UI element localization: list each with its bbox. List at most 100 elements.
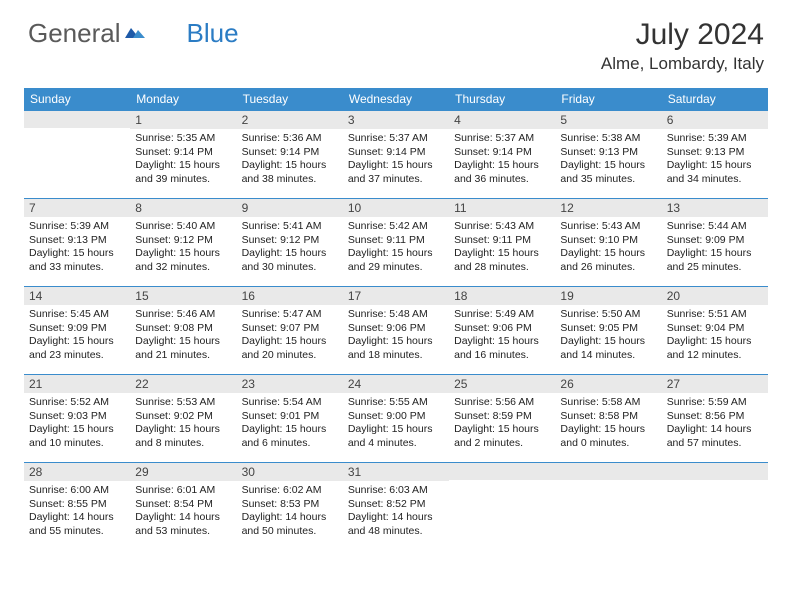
daylight-text: Daylight: 14 hours and 57 minutes.	[667, 423, 763, 450]
calendar-cell: 19Sunrise: 5:50 AMSunset: 9:05 PMDayligh…	[555, 286, 661, 374]
sunrise-text: Sunrise: 5:59 AM	[667, 396, 763, 410]
logo-text-general: General	[28, 18, 121, 49]
sunrise-text: Sunrise: 5:38 AM	[560, 132, 656, 146]
calendar-cell: 6Sunrise: 5:39 AMSunset: 9:13 PMDaylight…	[662, 110, 768, 198]
sunrise-text: Sunrise: 5:45 AM	[29, 308, 125, 322]
day-number: 14	[24, 286, 130, 305]
logo: General Blue	[28, 18, 239, 49]
day-number: 31	[343, 462, 449, 481]
day-number: 30	[237, 462, 343, 481]
calendar-cell: 13Sunrise: 5:44 AMSunset: 9:09 PMDayligh…	[662, 198, 768, 286]
calendar-cell: 21Sunrise: 5:52 AMSunset: 9:03 PMDayligh…	[24, 374, 130, 462]
day-number: 18	[449, 286, 555, 305]
sunrise-text: Sunrise: 5:41 AM	[242, 220, 338, 234]
daylight-text: Daylight: 15 hours and 4 minutes.	[348, 423, 444, 450]
day-content: Sunrise: 5:45 AMSunset: 9:09 PMDaylight:…	[24, 305, 130, 366]
daylight-text: Daylight: 15 hours and 38 minutes.	[242, 159, 338, 186]
calendar-cell: 2Sunrise: 5:36 AMSunset: 9:14 PMDaylight…	[237, 110, 343, 198]
sunrise-text: Sunrise: 5:35 AM	[135, 132, 231, 146]
day-number: 4	[449, 110, 555, 129]
day-content: Sunrise: 5:35 AMSunset: 9:14 PMDaylight:…	[130, 129, 236, 190]
day-number-empty	[24, 110, 130, 128]
sunset-text: Sunset: 9:10 PM	[560, 234, 656, 248]
day-content: Sunrise: 5:37 AMSunset: 9:14 PMDaylight:…	[343, 129, 449, 190]
daylight-text: Daylight: 15 hours and 6 minutes.	[242, 423, 338, 450]
calendar-cell	[449, 462, 555, 550]
calendar-table: SundayMondayTuesdayWednesdayThursdayFrid…	[24, 88, 768, 550]
calendar-cell	[24, 110, 130, 198]
sunset-text: Sunset: 8:58 PM	[560, 410, 656, 424]
day-content: Sunrise: 5:48 AMSunset: 9:06 PMDaylight:…	[343, 305, 449, 366]
sunset-text: Sunset: 9:08 PM	[135, 322, 231, 336]
calendar-cell: 14Sunrise: 5:45 AMSunset: 9:09 PMDayligh…	[24, 286, 130, 374]
day-content: Sunrise: 5:40 AMSunset: 9:12 PMDaylight:…	[130, 217, 236, 278]
daylight-text: Daylight: 15 hours and 28 minutes.	[454, 247, 550, 274]
calendar-cell: 26Sunrise: 5:58 AMSunset: 8:58 PMDayligh…	[555, 374, 661, 462]
daylight-text: Daylight: 15 hours and 25 minutes.	[667, 247, 763, 274]
page-header: General Blue July 2024 Alme, Lombardy, I…	[0, 0, 792, 82]
day-number: 26	[555, 374, 661, 393]
day-number: 29	[130, 462, 236, 481]
day-content: Sunrise: 6:01 AMSunset: 8:54 PMDaylight:…	[130, 481, 236, 542]
sunset-text: Sunset: 9:06 PM	[454, 322, 550, 336]
day-number: 7	[24, 198, 130, 217]
daylight-text: Daylight: 15 hours and 34 minutes.	[667, 159, 763, 186]
day-content: Sunrise: 6:03 AMSunset: 8:52 PMDaylight:…	[343, 481, 449, 542]
sunset-text: Sunset: 9:12 PM	[135, 234, 231, 248]
daylight-text: Daylight: 14 hours and 48 minutes.	[348, 511, 444, 538]
day-header: Wednesday	[343, 88, 449, 110]
sunset-text: Sunset: 9:02 PM	[135, 410, 231, 424]
sunrise-text: Sunrise: 5:55 AM	[348, 396, 444, 410]
calendar-cell: 8Sunrise: 5:40 AMSunset: 9:12 PMDaylight…	[130, 198, 236, 286]
daylight-text: Daylight: 15 hours and 0 minutes.	[560, 423, 656, 450]
day-content: Sunrise: 5:36 AMSunset: 9:14 PMDaylight:…	[237, 129, 343, 190]
day-number: 5	[555, 110, 661, 129]
daylight-text: Daylight: 15 hours and 18 minutes.	[348, 335, 444, 362]
day-content: Sunrise: 6:00 AMSunset: 8:55 PMDaylight:…	[24, 481, 130, 542]
day-number: 27	[662, 374, 768, 393]
sunset-text: Sunset: 9:04 PM	[667, 322, 763, 336]
title-block: July 2024 Alme, Lombardy, Italy	[601, 18, 764, 74]
sunrise-text: Sunrise: 6:03 AM	[348, 484, 444, 498]
sunset-text: Sunset: 9:14 PM	[135, 146, 231, 160]
sunrise-text: Sunrise: 6:02 AM	[242, 484, 338, 498]
day-content: Sunrise: 5:58 AMSunset: 8:58 PMDaylight:…	[555, 393, 661, 454]
sunset-text: Sunset: 9:12 PM	[242, 234, 338, 248]
sunset-text: Sunset: 9:03 PM	[29, 410, 125, 424]
calendar-cell: 22Sunrise: 5:53 AMSunset: 9:02 PMDayligh…	[130, 374, 236, 462]
day-number-empty	[662, 462, 768, 480]
sunset-text: Sunset: 9:06 PM	[348, 322, 444, 336]
sunset-text: Sunset: 9:14 PM	[348, 146, 444, 160]
calendar-week: 21Sunrise: 5:52 AMSunset: 9:03 PMDayligh…	[24, 374, 768, 462]
sunrise-text: Sunrise: 5:52 AM	[29, 396, 125, 410]
day-content: Sunrise: 5:44 AMSunset: 9:09 PMDaylight:…	[662, 217, 768, 278]
day-header: Monday	[130, 88, 236, 110]
day-number-empty	[449, 462, 555, 480]
sunrise-text: Sunrise: 5:46 AM	[135, 308, 231, 322]
calendar-cell: 11Sunrise: 5:43 AMSunset: 9:11 PMDayligh…	[449, 198, 555, 286]
daylight-text: Daylight: 15 hours and 16 minutes.	[454, 335, 550, 362]
day-number: 22	[130, 374, 236, 393]
day-header: Sunday	[24, 88, 130, 110]
calendar-cell: 15Sunrise: 5:46 AMSunset: 9:08 PMDayligh…	[130, 286, 236, 374]
day-number: 2	[237, 110, 343, 129]
calendar-cell	[662, 462, 768, 550]
sunset-text: Sunset: 8:54 PM	[135, 498, 231, 512]
sunset-text: Sunset: 9:11 PM	[348, 234, 444, 248]
day-content: Sunrise: 5:47 AMSunset: 9:07 PMDaylight:…	[237, 305, 343, 366]
day-content: Sunrise: 5:49 AMSunset: 9:06 PMDaylight:…	[449, 305, 555, 366]
day-number-empty	[555, 462, 661, 480]
day-content: Sunrise: 5:59 AMSunset: 8:56 PMDaylight:…	[662, 393, 768, 454]
daylight-text: Daylight: 15 hours and 10 minutes.	[29, 423, 125, 450]
day-number: 17	[343, 286, 449, 305]
day-content: Sunrise: 5:54 AMSunset: 9:01 PMDaylight:…	[237, 393, 343, 454]
sunset-text: Sunset: 8:59 PM	[454, 410, 550, 424]
sunrise-text: Sunrise: 5:43 AM	[560, 220, 656, 234]
daylight-text: Daylight: 15 hours and 37 minutes.	[348, 159, 444, 186]
sunrise-text: Sunrise: 5:36 AM	[242, 132, 338, 146]
calendar-head: SundayMondayTuesdayWednesdayThursdayFrid…	[24, 88, 768, 110]
daylight-text: Daylight: 15 hours and 30 minutes.	[242, 247, 338, 274]
day-number: 13	[662, 198, 768, 217]
sunrise-text: Sunrise: 5:37 AM	[348, 132, 444, 146]
day-header: Thursday	[449, 88, 555, 110]
